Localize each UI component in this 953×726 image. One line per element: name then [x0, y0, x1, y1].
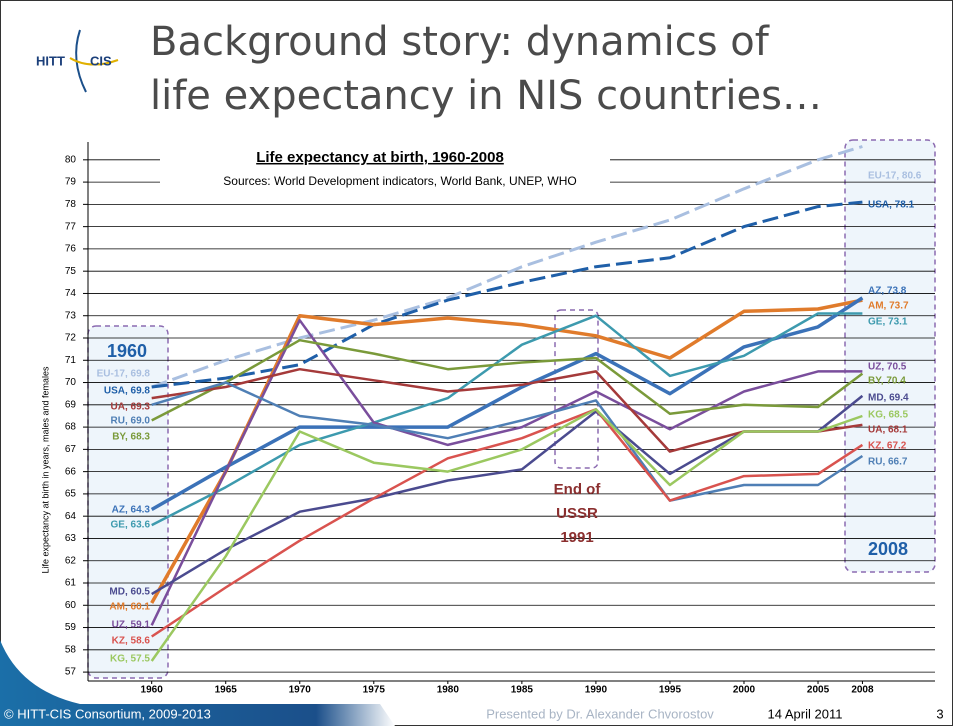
x-tick-label: 2008	[851, 685, 874, 696]
data-label: AM, 73.7	[868, 301, 909, 312]
series-line	[151, 145, 863, 389]
data-label: USA, 78.1	[868, 200, 915, 211]
footer-bar	[0, 640, 395, 726]
series-line	[151, 312, 863, 527]
logo-text: CIS	[90, 53, 112, 68]
annotation: 1991	[560, 529, 593, 546]
page-number: 3	[936, 706, 943, 721]
highlight-box	[554, 309, 599, 469]
series-line	[151, 408, 864, 638]
y-tick-label: 58	[65, 644, 77, 655]
y-tick-label: 78	[65, 199, 77, 210]
y-tick-label: 76	[65, 244, 77, 255]
y-tick-label: 75	[65, 266, 77, 277]
data-label: GE, 63.6	[111, 520, 151, 531]
y-tick-label: 73	[65, 310, 77, 321]
series-line	[150, 318, 863, 626]
data-label: MD, 60.5	[109, 587, 150, 598]
data-label: RU, 66.7	[868, 457, 908, 468]
x-tick-label: 1970	[289, 685, 312, 696]
data-label: KZ, 67.2	[868, 441, 907, 452]
series-line	[150, 296, 864, 512]
y-tick-label: 74	[65, 288, 77, 299]
highlight-box	[844, 139, 936, 573]
data-label: KG, 68.5	[868, 410, 908, 421]
title-bg	[160, 148, 610, 190]
y-tick-label: 79	[65, 177, 77, 188]
annotation: End of	[554, 481, 602, 498]
y-tick-label: 60	[65, 600, 77, 611]
x-tick-label: 1975	[363, 685, 386, 696]
y-tick-label: 65	[65, 489, 77, 500]
logo-arc	[69, 57, 119, 66]
data-label: UZ, 59.1	[112, 620, 151, 631]
data-label: BY, 70.4	[868, 376, 906, 387]
annotation: USSR	[556, 505, 598, 522]
data-label: UZ, 70.5	[868, 362, 907, 373]
slide-title: Background story: dynamics of	[150, 19, 770, 65]
data-label: EU-17, 80.6	[868, 171, 922, 182]
data-label: EU-17, 69.8	[97, 369, 151, 380]
x-tick-label: 1980	[437, 685, 460, 696]
x-tick-label: 1995	[659, 685, 682, 696]
x-tick-label: 2005	[807, 685, 830, 696]
footer-text: 14 April 2011	[768, 706, 843, 721]
y-tick-label: 69	[65, 399, 77, 410]
data-label: KG, 57.5	[110, 654, 150, 665]
data-label: USA, 69.8	[104, 386, 151, 397]
logo-text: HITT	[36, 53, 65, 68]
x-tick-label: 2000	[733, 685, 756, 696]
series-line	[151, 381, 864, 502]
y-tick-label: 63	[65, 533, 77, 544]
y-tick-label: 64	[65, 511, 77, 522]
y-tick-label: 59	[65, 622, 77, 633]
x-tick-label: 1985	[511, 685, 534, 696]
y-tick-label: 57	[65, 667, 77, 678]
y-tick-label: 67	[65, 444, 77, 455]
data-label: RU, 69.0	[111, 416, 151, 427]
y-tick-label: 77	[65, 221, 77, 232]
data-label: MD, 69.4	[868, 393, 909, 404]
y-tick-label: 80	[65, 154, 77, 165]
data-label: BY, 68.3	[112, 432, 150, 443]
annotation: 2008	[868, 539, 908, 559]
data-label: KZ, 58.6	[112, 636, 151, 647]
y-axis-label: Life expectancy at birth in years, males…	[40, 366, 50, 574]
x-tick-label: 1965	[215, 685, 238, 696]
y-tick-label: 70	[65, 377, 77, 388]
data-label: AZ, 64.3	[112, 505, 151, 516]
data-label: AM, 60.1	[109, 602, 150, 613]
data-label: UA, 69.3	[111, 402, 151, 413]
y-tick-label: 66	[65, 466, 77, 477]
slide-title: life expectancy in NIS countries…	[150, 73, 822, 119]
series-line	[150, 298, 863, 604]
y-tick-label: 61	[65, 578, 77, 589]
data-label: UA, 68.1	[868, 425, 908, 436]
y-tick-label: 72	[65, 333, 77, 344]
series-line	[151, 338, 864, 422]
x-tick-label: 1990	[585, 685, 608, 696]
footer-text: Presented by Dr. Alexander Chvorostov	[486, 706, 714, 721]
footer-text: © HITT-CIS Consortium, 2009-2013	[4, 706, 211, 721]
series-line	[150, 408, 863, 662]
y-tick-label: 68	[65, 422, 77, 433]
logo: HITT CIS	[20, 20, 132, 104]
y-tick-label: 62	[65, 555, 77, 566]
y-tick-label: 71	[65, 355, 77, 366]
annotation: 1960	[107, 341, 147, 361]
chart-subtitle: Sources: World Development indicators, W…	[223, 174, 576, 188]
chart-title: Life expectancy at birth, 1960-2008	[256, 149, 504, 166]
x-tick-label: 1960	[141, 685, 164, 696]
data-label: GE, 73.1	[868, 317, 908, 328]
data-label: AZ, 73.8	[868, 286, 907, 297]
